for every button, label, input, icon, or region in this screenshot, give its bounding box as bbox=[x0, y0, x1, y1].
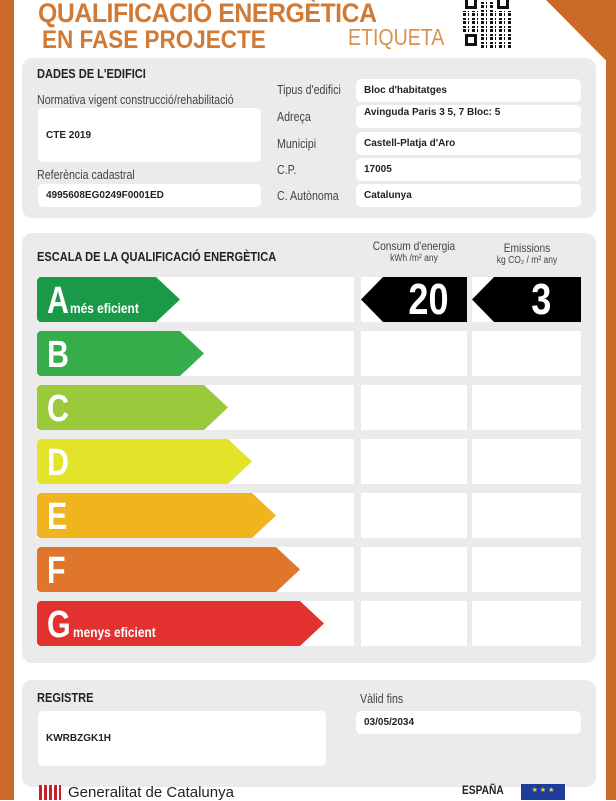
orange-border-left bbox=[0, 0, 14, 800]
building-data-panel: DADES DE L'EDIFICI Normativa vigent cons… bbox=[22, 58, 596, 218]
energy-class-bar-d: D bbox=[37, 439, 252, 484]
energy-class-bar-g: G menys eficient bbox=[37, 601, 324, 646]
energy-class-bar-e: E bbox=[37, 493, 276, 538]
class-text: menys eficient bbox=[72, 624, 156, 640]
etiqueta-label: ETIQUETA bbox=[348, 24, 445, 50]
energy-cell bbox=[361, 493, 467, 538]
energy-unit: kWh /m² any bbox=[390, 253, 438, 264]
energy-class-bar-b: B bbox=[37, 331, 204, 376]
ref-label: Referència cadastral bbox=[37, 167, 135, 182]
field-label: C.P. bbox=[277, 162, 297, 177]
field-label: Tipus d'edifici bbox=[277, 82, 341, 97]
energy-class-bar-f: F bbox=[37, 547, 300, 592]
generalitat-label: Generalitat de Catalunya bbox=[68, 784, 234, 801]
energy-cell bbox=[361, 601, 467, 646]
class-letter: F bbox=[47, 550, 66, 592]
energy-column-header: Consum d'energia kWh /m² any bbox=[369, 239, 459, 264]
emissions-value: 3 bbox=[530, 274, 551, 324]
field-label: Municipi bbox=[277, 136, 317, 151]
scale-heading: ESCALA DE LA QUALIFICACIÓ ENERGÈTICA bbox=[37, 249, 277, 264]
class-letter: E bbox=[47, 496, 68, 538]
energy-scale-panel: ESCALA DE LA QUALIFICACIÓ ENERGÈTICA Con… bbox=[22, 233, 596, 663]
emissions-cell bbox=[472, 385, 581, 430]
normativa-label: Normativa vigent construcció/rehabilitac… bbox=[37, 92, 234, 107]
espana-label: ESPAÑA bbox=[462, 783, 504, 797]
energy-value-indicator: 20 bbox=[361, 277, 467, 322]
emissions-cell bbox=[472, 547, 581, 592]
orange-border-right bbox=[606, 0, 616, 800]
emissions-cell: 3 bbox=[472, 277, 581, 322]
energy-cell bbox=[361, 385, 467, 430]
class-letter: B bbox=[47, 334, 69, 376]
emissions-cell bbox=[472, 601, 581, 646]
field-value: 17005 bbox=[356, 158, 581, 181]
emissions-value-indicator: 3 bbox=[472, 277, 581, 322]
normativa-field: CTE 2019 bbox=[38, 108, 261, 162]
class-letter: A bbox=[47, 280, 69, 322]
ref-field: 4995608EG0249F0001ED bbox=[38, 184, 261, 207]
field-value: Catalunya bbox=[356, 184, 581, 207]
emissions-column-header: Emissions kg CO₂ / m² any bbox=[480, 241, 574, 266]
building-heading: DADES DE L'EDIFICI bbox=[37, 66, 146, 81]
class-letter: D bbox=[47, 442, 69, 484]
emissions-cell bbox=[472, 439, 581, 484]
field-label: C. Autònoma bbox=[277, 188, 339, 203]
class-letter: C bbox=[47, 388, 69, 430]
energy-cell bbox=[361, 547, 467, 592]
title-line1: QUALIFICACIÓ ENERGÈTICA bbox=[38, 0, 377, 28]
energy-cell: 20 bbox=[361, 277, 467, 322]
field-value: Castell-Platja d'Aro bbox=[356, 132, 581, 155]
energy-class-bar-a: A més eficient bbox=[37, 277, 180, 322]
valid-date: 03/05/2034 bbox=[356, 711, 581, 734]
emissions-cell bbox=[472, 331, 581, 376]
title-line2: EN FASE PROJECTE bbox=[42, 26, 266, 54]
energy-value: 20 bbox=[408, 274, 449, 324]
energy-class-bar-c: C bbox=[37, 385, 228, 430]
qr-code-icon bbox=[463, 0, 511, 48]
energy-cell bbox=[361, 439, 467, 484]
registre-panel: REGISTRE KWRBZGK1H Vàlid fins 03/05/2034 bbox=[22, 680, 596, 787]
generalitat-logo-icon bbox=[39, 785, 61, 800]
field-value: Avinguda Paris 3 5, 7 Bloc: 5 bbox=[356, 105, 581, 128]
field-value: Bloc d'habitatges bbox=[356, 79, 581, 102]
registre-heading: REGISTRE bbox=[37, 690, 94, 705]
energy-cell bbox=[361, 331, 467, 376]
valid-label: Vàlid fins bbox=[360, 691, 404, 706]
class-text: més eficient bbox=[70, 300, 140, 316]
orange-corner bbox=[546, 0, 616, 60]
emissions-unit: kg CO₂ / m² any bbox=[496, 255, 558, 266]
energy-title: Consum d'energia bbox=[372, 239, 456, 253]
class-letter: G bbox=[47, 604, 71, 646]
emissions-title: Emissions bbox=[503, 241, 551, 255]
registre-code: KWRBZGK1H bbox=[38, 711, 326, 766]
field-label: Adreça bbox=[277, 109, 311, 124]
emissions-cell bbox=[472, 493, 581, 538]
eu-flag-icon: ★ ★ ★ bbox=[521, 784, 565, 800]
